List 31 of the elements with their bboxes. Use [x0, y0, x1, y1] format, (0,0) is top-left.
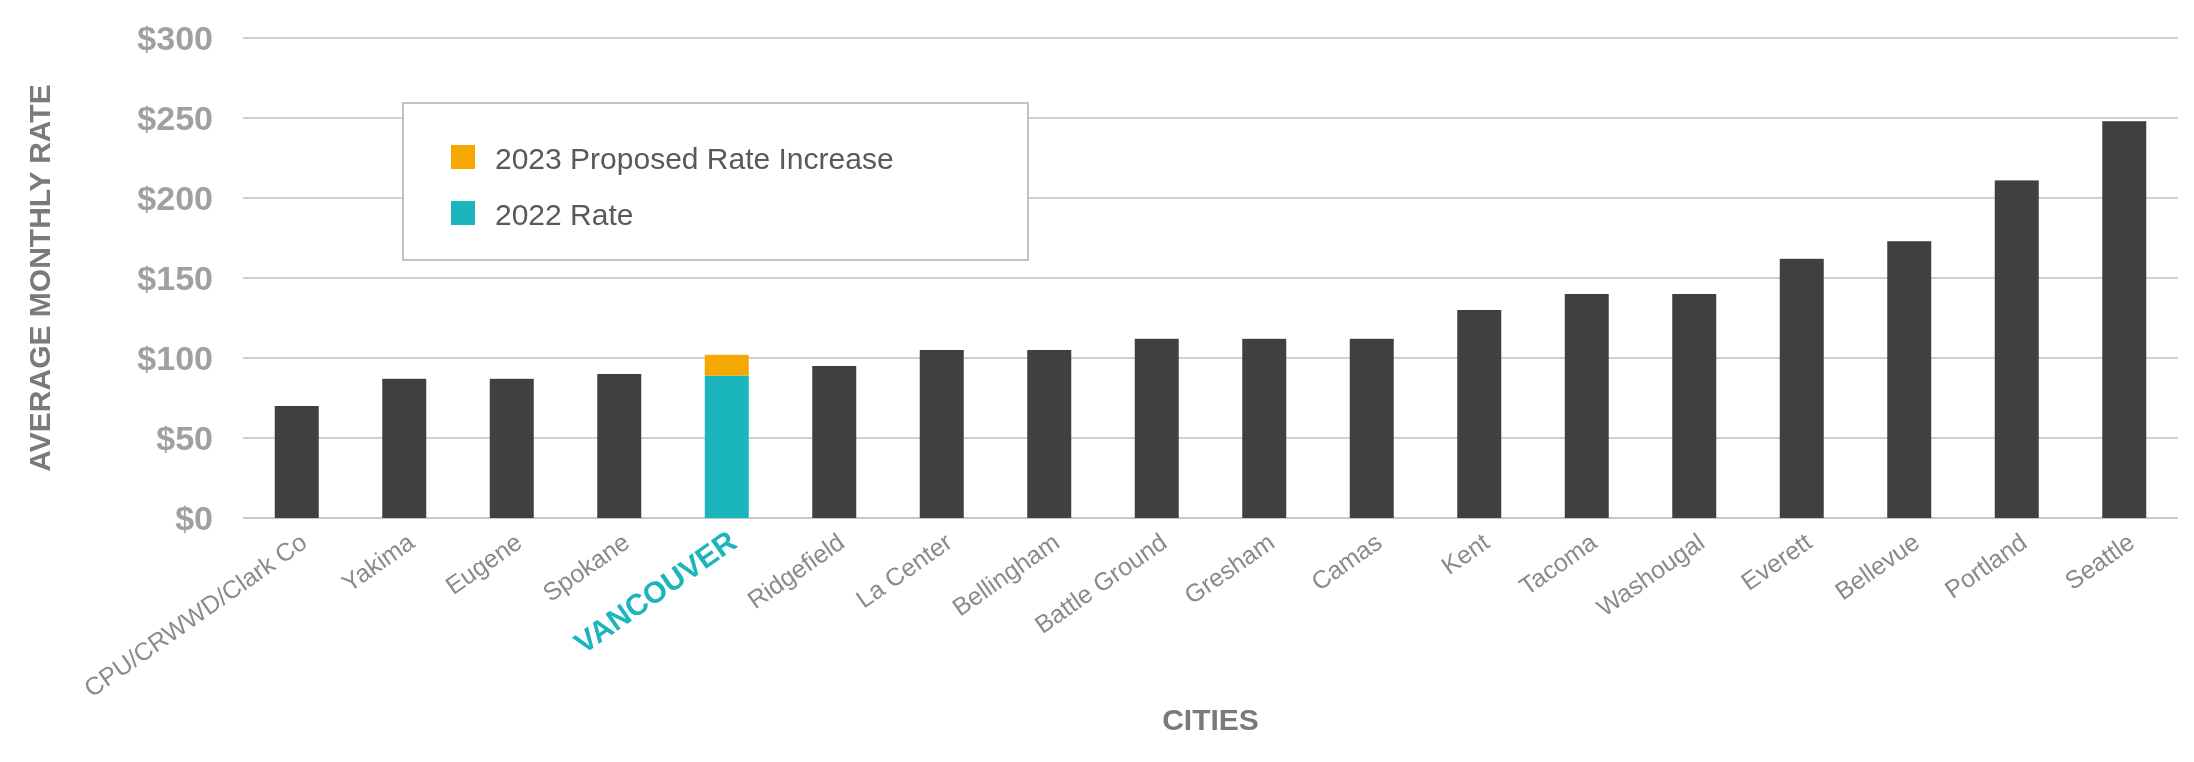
bar: [2102, 121, 2147, 518]
bar: [489, 378, 534, 518]
x-axis-title: CITIES: [1162, 703, 1259, 736]
y-tick-label: $300: [137, 18, 213, 57]
y-tick-label: $50: [156, 418, 213, 457]
bar: [382, 378, 427, 518]
bar: [812, 366, 857, 518]
legend-label: 2022 Rate: [495, 197, 634, 231]
bar: [1779, 258, 1824, 518]
bar: [1134, 338, 1179, 518]
bar: [1672, 294, 1717, 518]
y-tick-label: $100: [137, 338, 213, 377]
legend-label: 2023 Proposed Rate Increase: [495, 141, 894, 175]
bar: [704, 354, 749, 376]
bar: [1457, 310, 1502, 518]
bar: [704, 375, 749, 518]
y-tick-label: $250: [137, 98, 213, 137]
y-tick-label: $200: [137, 178, 213, 217]
bar: [919, 350, 964, 518]
bar: [1564, 294, 1609, 518]
bar: [1994, 180, 2039, 518]
y-tick-label: $150: [137, 258, 213, 297]
bar: [274, 406, 319, 518]
bar: [1027, 350, 1072, 518]
bar: [1349, 338, 1394, 518]
x-tick-label: Kent: [1435, 527, 1495, 580]
y-tick-label: $0: [175, 498, 213, 537]
bar: [1887, 241, 1932, 518]
y-axis-title: AVERAGE MONTHLY RATE: [23, 84, 56, 472]
bar: [1242, 338, 1287, 518]
bar: [597, 374, 642, 518]
